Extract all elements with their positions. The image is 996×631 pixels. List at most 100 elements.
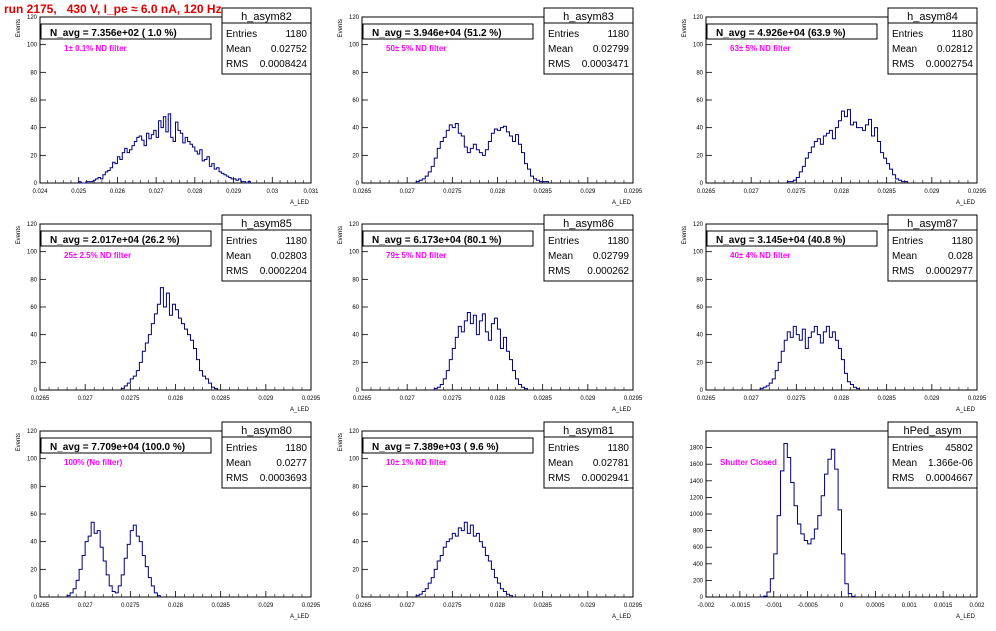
stats-mean-value: 0.02799	[593, 44, 630, 55]
y-tick-label: 120	[693, 15, 704, 21]
stats-mean-value: 0.02803	[271, 251, 308, 262]
y-tick-label: 20	[30, 567, 37, 573]
y-tick-label: 60	[30, 98, 37, 104]
stats-title: h_asym81	[563, 425, 614, 437]
histogram-line	[786, 109, 909, 183]
stats-title: h_asym83	[563, 11, 614, 23]
navg-box	[362, 23, 534, 40]
x-tick-label: 0.001	[902, 603, 918, 609]
x-tick-label: 0.028	[490, 603, 506, 609]
stats-entries-value: 1180	[607, 236, 629, 247]
x-tick-label: 0.0285	[533, 189, 552, 195]
stats-entries-value: 1180	[285, 29, 307, 40]
y-axis-label: Events	[682, 19, 688, 37]
stats-entries-value: 1180	[285, 443, 307, 454]
y-tick-label: 200	[693, 578, 704, 584]
stats-entries-value: 1180	[951, 236, 973, 247]
histogram-h_asym81: 0.0265 0.027 0.0275 0.028 0.0285 0.029 0.0295 0…	[338, 421, 643, 620]
stats-rms-label: RMS	[548, 473, 571, 484]
y-tick-label: 0	[700, 388, 704, 394]
y-tick-label: 80	[352, 277, 359, 283]
y-axis-label: Events	[16, 226, 22, 244]
y-tick-label: 120	[27, 222, 38, 228]
y-tick-label: 0	[700, 181, 704, 187]
y-tick-label: 100	[27, 43, 38, 49]
stats-title: h_asym87	[907, 218, 958, 230]
x-tick-label: 0.0295	[968, 189, 987, 195]
y-axis-label: Events	[338, 433, 344, 451]
stats-rms-value: 0.0002754	[926, 59, 974, 70]
stats-entries-label: Entries	[892, 236, 923, 247]
stats-entries-label: Entries	[548, 29, 579, 40]
x-tick-label: 0.027	[400, 396, 416, 402]
x-axis-label: A_LED	[956, 200, 976, 206]
x-tick-label: 0.027	[78, 396, 94, 402]
x-tick-label: 0.028	[168, 603, 184, 609]
histogram-h_asym87: 0.0265 0.027 0.0275 0.028 0.0285 0.029 0.0295 0…	[682, 214, 987, 413]
navg-box	[362, 230, 534, 247]
y-tick-label: 120	[27, 15, 38, 21]
stats-mean-label: Mean	[892, 458, 917, 469]
x-tick-label: 0.0265	[353, 189, 372, 195]
x-axis-label: A_LED	[290, 407, 310, 413]
x-tick-label: 0.027	[78, 603, 94, 609]
x-axis-label: A_LED	[612, 614, 632, 620]
stats-rms-label: RMS	[892, 473, 915, 484]
x-tick-label: 0.026	[110, 189, 126, 195]
y-tick-label: 100	[349, 250, 360, 256]
y-tick-label: 20	[696, 360, 703, 366]
y-tick-label: 0	[356, 595, 360, 601]
stats-title: hPed_asym	[903, 425, 961, 437]
x-tick-label: 0.028	[834, 189, 850, 195]
stats-title: h_asym84	[907, 11, 958, 23]
y-tick-label: 100	[27, 250, 38, 256]
stats-rms-label: RMS	[226, 266, 249, 277]
y-tick-label: 0	[34, 181, 38, 187]
x-tick-label: 0.0265	[353, 396, 372, 402]
x-tick-label: 0.031	[303, 189, 319, 195]
stats-entries-label: Entries	[226, 443, 257, 454]
y-tick-label: 100	[693, 43, 704, 49]
filter-note: 63± 5% ND filter	[730, 44, 790, 53]
histogram-h_asym83: 0.0265 0.027 0.0275 0.028 0.0285 0.029 0.0295 0…	[338, 7, 643, 206]
x-tick-label: 0.024	[32, 189, 48, 195]
navg-box	[706, 23, 878, 40]
y-tick-label: 60	[352, 98, 359, 104]
stats-box	[543, 214, 634, 282]
stats-box	[221, 214, 312, 282]
y-tick-label: 40	[696, 333, 703, 339]
stats-mean-value: 0.028	[948, 251, 973, 262]
x-tick-label: 0.0295	[624, 396, 643, 402]
stats-mean-value: 0.02799	[593, 251, 630, 262]
stats-mean-value: 0.02752	[271, 44, 308, 55]
y-tick-label: 80	[352, 484, 359, 490]
y-axis-label: Events	[682, 226, 688, 244]
y-tick-label: 0	[700, 595, 704, 601]
y-tick-label: 20	[352, 153, 359, 159]
stats-mean-value: 0.0277	[276, 458, 307, 469]
x-tick-label: 0.0275	[443, 189, 462, 195]
stats-mean-label: Mean	[892, 44, 917, 55]
y-tick-label: 80	[352, 70, 359, 76]
x-tick-label: -0.002	[697, 603, 715, 609]
x-axis-label: A_LED	[612, 407, 632, 413]
navg-label: N_avg = 7.709e+04 (100.0 %)	[50, 442, 185, 453]
navg-box	[40, 437, 212, 454]
stats-rms-label: RMS	[892, 266, 915, 277]
x-axis-label: A_LED	[290, 614, 310, 620]
y-tick-label: 120	[27, 429, 38, 435]
x-tick-label: 0.0285	[877, 189, 896, 195]
histogram-h_asym84: 0.0265 0.027 0.0275 0.028 0.0285 0.029 0.0295 0…	[682, 7, 987, 206]
y-tick-label: 600	[693, 545, 704, 551]
y-tick-label: 80	[696, 277, 703, 283]
stats-title: h_asym82	[241, 11, 292, 23]
x-tick-label: -0.0015	[730, 603, 751, 609]
x-tick-label: 0.0275	[443, 603, 462, 609]
stats-rms-label: RMS	[226, 473, 249, 484]
x-tick-label: 0.0265	[353, 603, 372, 609]
x-tick-label: 0.0005	[866, 603, 885, 609]
filter-note: 1± 0.1% ND filter	[64, 44, 127, 53]
stats-box	[887, 7, 978, 75]
x-tick-label: 0.029	[580, 189, 596, 195]
x-tick-label: 0.0275	[121, 396, 140, 402]
